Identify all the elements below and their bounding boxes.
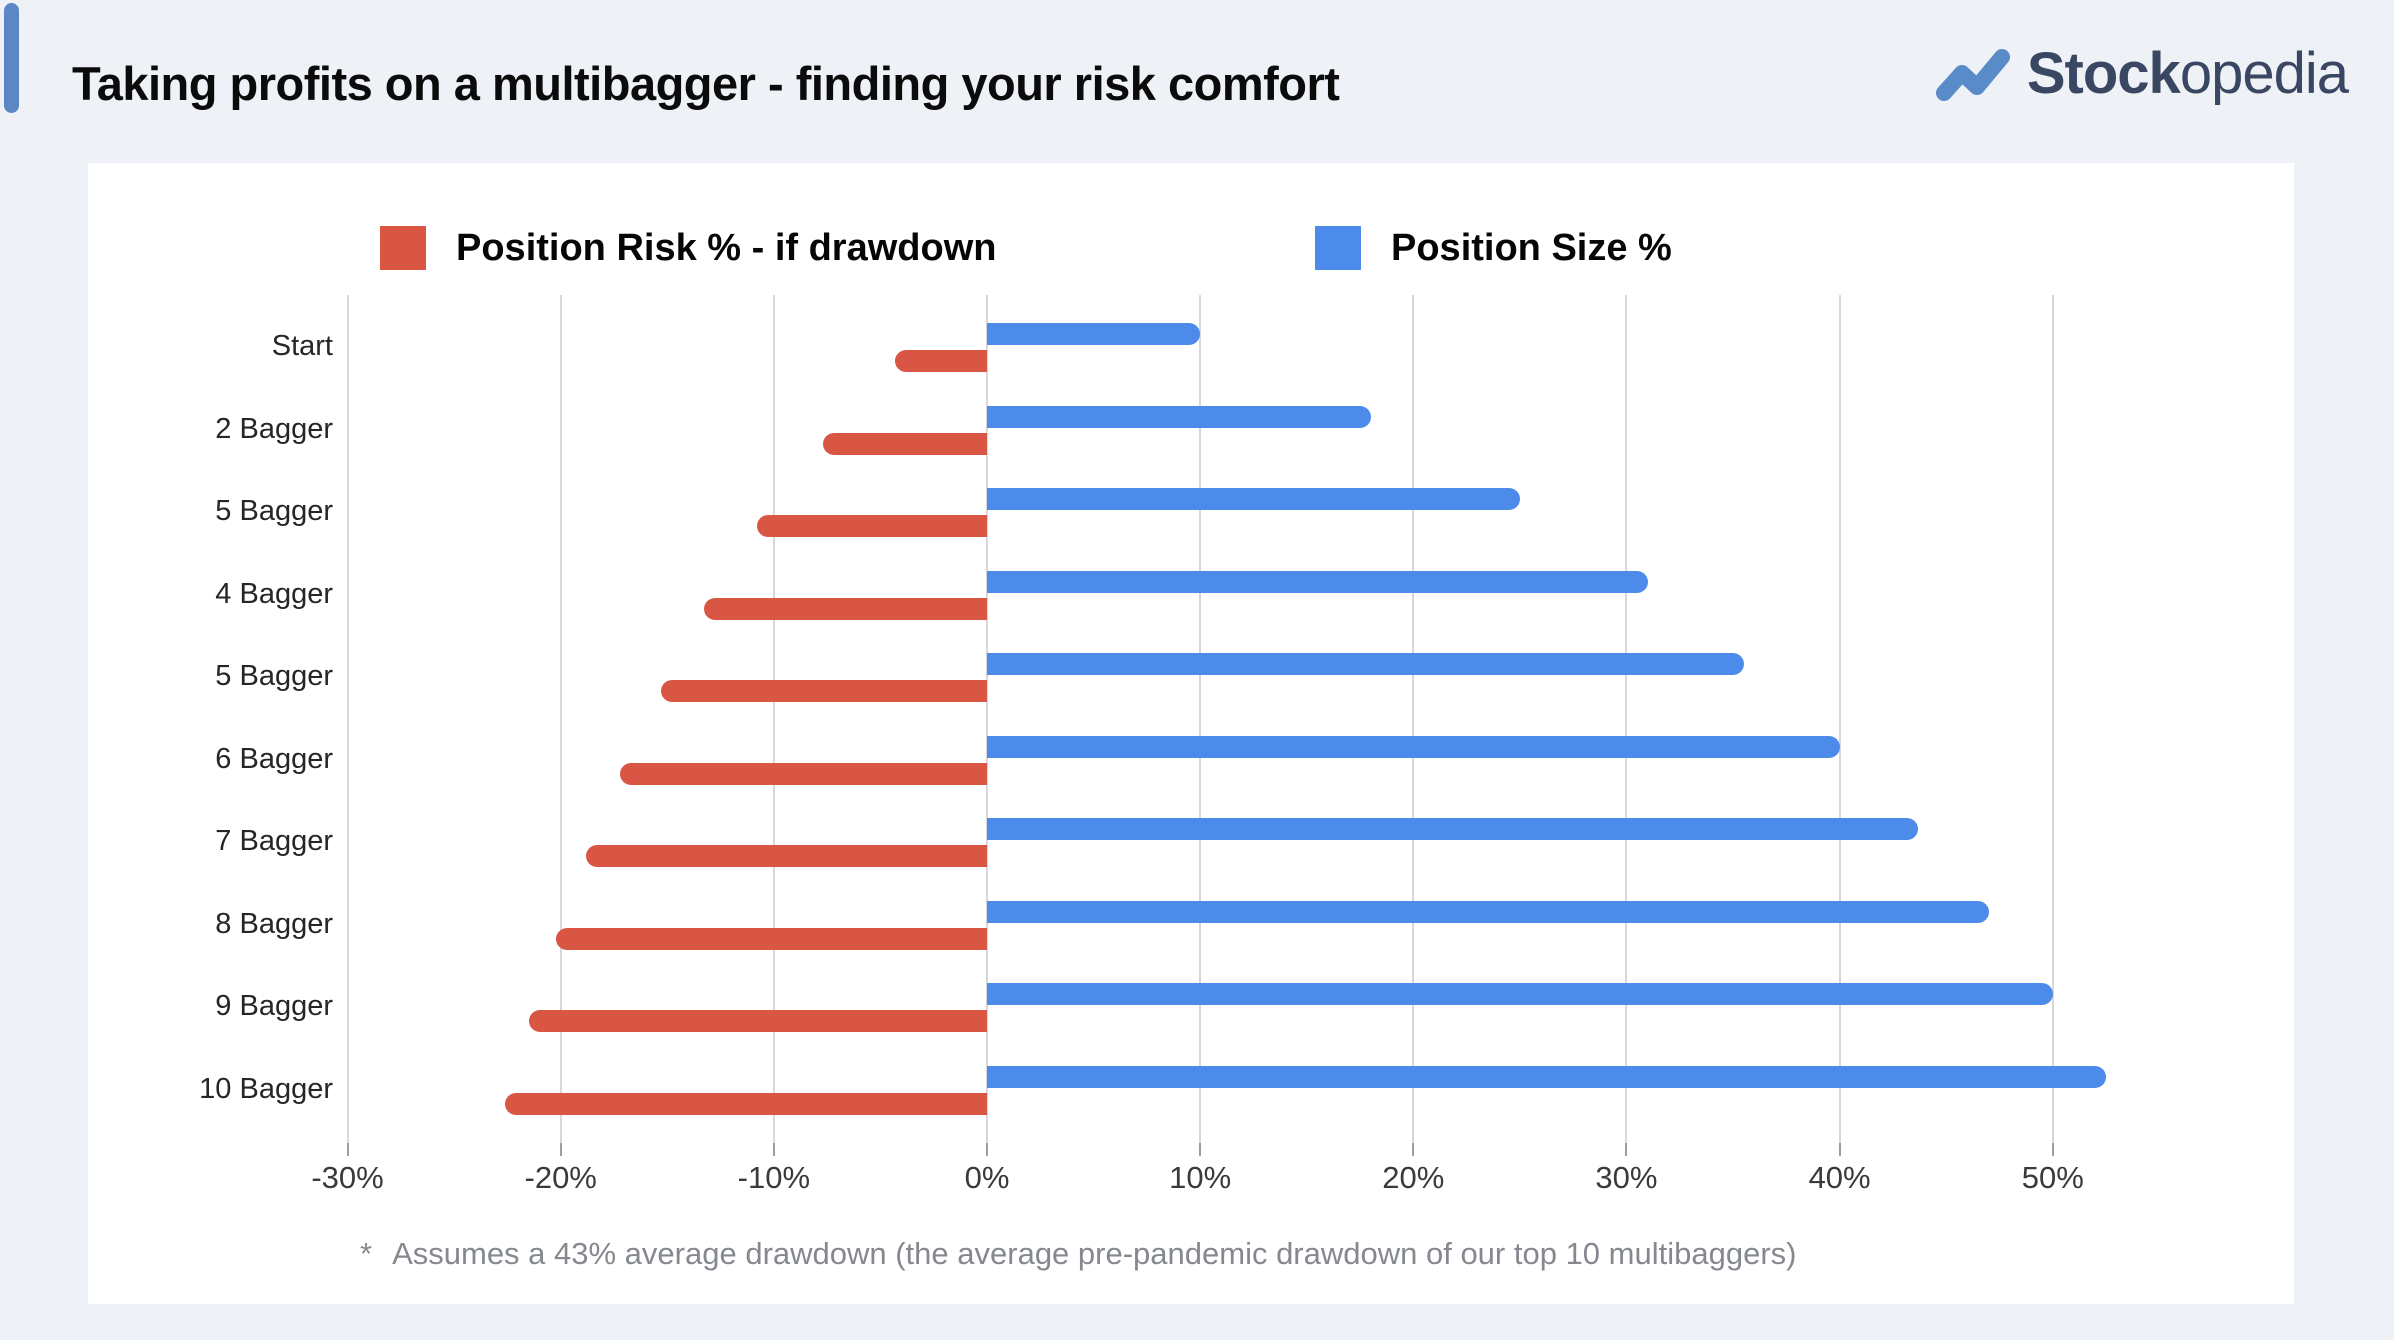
x-axis-label: 0% <box>964 1160 1010 1195</box>
axis-tick <box>1625 1143 1628 1156</box>
bar-position-risk <box>660 680 987 702</box>
bar-position-risk <box>586 845 987 867</box>
y-axis-label: 7 Bagger <box>215 825 333 857</box>
x-axis-label: 50% <box>2021 1160 2084 1195</box>
page-title: Taking profits on a multibagger - findin… <box>72 57 1340 110</box>
bar-position-risk <box>822 432 987 455</box>
bar-position-risk <box>620 762 987 785</box>
brand-logo: Stockopedia <box>1935 40 2349 107</box>
axis-tick <box>1412 1143 1415 1156</box>
bar-position-size <box>987 323 1201 345</box>
y-axis-label: 2 Bagger <box>215 412 333 445</box>
brand-wordmark: Stockopedia <box>2026 40 2349 107</box>
footnote-text: Assumes a 43% average drawdown (the aver… <box>392 1236 1797 1271</box>
bar-position-risk <box>528 1010 987 1032</box>
x-axis-label: 40% <box>1808 1160 1871 1195</box>
bar-position-size <box>987 405 1371 428</box>
x-axis-label: -10% <box>737 1160 811 1195</box>
x-axis-label: 10% <box>1169 1160 1232 1195</box>
legend-item-position-size: Position Size % <box>1315 226 1672 270</box>
bar-position-risk <box>505 1092 987 1115</box>
y-axis-label: 10 Bagger <box>199 1072 333 1105</box>
bar-position-size <box>987 488 1520 510</box>
y-axis-label: 4 Bagger <box>215 577 333 610</box>
legend-swatch-risk <box>380 226 426 270</box>
x-axis-label: -20% <box>524 1160 597 1195</box>
brand-text-bold: Stock <box>2026 41 2181 106</box>
axis-tick <box>772 1143 775 1156</box>
bar-position-risk <box>556 927 987 950</box>
x-axis-label: 20% <box>1382 1160 1445 1195</box>
legend-label-risk: Position Risk % - if drawdown <box>456 226 997 269</box>
gridline <box>1625 295 1628 1143</box>
bar-position-size <box>987 900 1989 923</box>
gridline <box>986 295 988 1143</box>
gridline <box>2051 295 2054 1143</box>
legend-label-size: Position Size % <box>1391 226 1672 269</box>
axis-tick <box>2051 1143 2054 1156</box>
legend-item-position-risk: Position Risk % - if drawdown <box>380 226 996 270</box>
trend-arrow-icon <box>1935 43 2011 105</box>
gridline <box>346 295 349 1143</box>
bar-position-risk <box>756 515 987 537</box>
bar-position-size <box>987 818 1919 840</box>
axis-tick <box>986 1143 988 1156</box>
y-axis-label: 5 Bagger <box>215 660 333 692</box>
footnote: * Assumes a 43% average drawdown (the ave… <box>360 1236 1796 1272</box>
axis-tick <box>1199 1143 1202 1156</box>
footnote-mark: * <box>360 1236 373 1271</box>
y-axis-label: 6 Bagger <box>215 742 333 775</box>
gridline <box>1199 295 1202 1143</box>
bar-position-size <box>987 983 2053 1005</box>
gridline <box>1838 295 1841 1143</box>
axis-tick <box>346 1143 349 1156</box>
x-axis-label: 30% <box>1595 1160 1658 1195</box>
axis-tick <box>559 1143 562 1156</box>
accent-bar <box>4 3 19 113</box>
bar-position-size <box>987 735 1840 758</box>
axis-tick <box>1838 1143 1841 1156</box>
gridline <box>559 295 562 1143</box>
y-axis-label: 8 Bagger <box>215 907 333 940</box>
bar-position-risk <box>703 597 987 620</box>
bar-position-size <box>987 653 1744 675</box>
gridline <box>1412 295 1415 1143</box>
bar-position-size <box>987 570 1648 593</box>
bar-position-risk <box>895 350 987 372</box>
y-axis-label: 5 Bagger <box>215 495 333 527</box>
brand-text-light: opedia <box>2179 41 2349 106</box>
y-axis-label: 9 Bagger <box>215 990 333 1022</box>
legend-swatch-size <box>1315 226 1361 270</box>
y-axis-label: Start <box>271 330 333 362</box>
gridline <box>772 295 775 1143</box>
bar-position-size <box>987 1065 2107 1088</box>
x-axis-label: -30% <box>311 1160 384 1195</box>
chart-panel <box>88 163 2294 1304</box>
